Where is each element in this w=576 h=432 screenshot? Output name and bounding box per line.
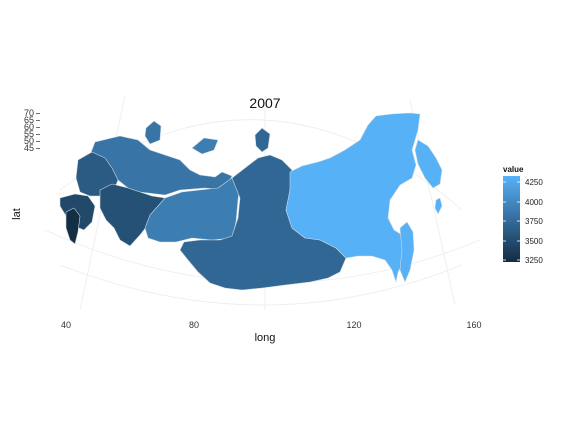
y-tick-label: 50: [24, 136, 34, 146]
x-tick-label: 120: [346, 320, 361, 330]
legend-tick: 3750: [503, 217, 543, 226]
graticule-arc: [59, 264, 463, 306]
region-far-east: [285, 112, 421, 283]
y-tick-label: 70: [24, 108, 34, 118]
x-axis: 40 80 120 160 long: [61, 320, 482, 344]
legend-tick: 4000: [503, 198, 543, 207]
y-axis: 70 65 60 55 50 45 lat: [11, 108, 40, 220]
legend-label: 4000: [525, 198, 543, 207]
legend-colorbar: [503, 176, 520, 262]
legend-tick: 3250: [503, 256, 543, 265]
region-kuril-islands: [434, 197, 443, 215]
y-tick-label: 45: [24, 143, 34, 153]
y-tick-label: 65: [24, 115, 34, 125]
legend-title: value: [503, 165, 524, 174]
region-novaya-zemlya: [191, 137, 219, 155]
x-tick-label: 160: [466, 320, 481, 330]
region-kamchatka: [414, 139, 443, 189]
x-tick-label: 40: [61, 320, 71, 330]
y-tick-label: 55: [24, 129, 34, 139]
region-kola: [144, 120, 162, 145]
legend: value 4250 4000 3750 3500: [503, 165, 543, 265]
y-axis-title: lat: [11, 208, 23, 220]
y-tick: 50: [24, 136, 40, 146]
legend-label: 3750: [525, 217, 543, 226]
graticule-meridian: [409, 99, 456, 306]
y-tick: 55: [24, 129, 40, 139]
regions: [59, 112, 443, 291]
legend-tick: 4250: [503, 178, 543, 187]
legend-label: 3250: [525, 256, 543, 265]
legend-label: 4250: [525, 178, 543, 187]
region-siberia: [179, 154, 347, 291]
y-tick: 45: [24, 143, 40, 153]
legend-tick: 3500: [503, 237, 543, 246]
x-tick-label: 80: [189, 320, 199, 330]
region-taymyr: [254, 127, 271, 153]
region-south: [59, 193, 96, 231]
region-urals: [144, 177, 241, 243]
region-north-caucasus: [65, 207, 81, 245]
y-tick: 65: [24, 115, 40, 125]
y-tick: 70: [24, 108, 40, 118]
y-tick: 60: [24, 122, 40, 132]
legend-label: 3500: [525, 237, 543, 246]
x-axis-title: long: [255, 332, 276, 344]
region-sakhalin: [399, 221, 415, 283]
y-tick-label: 60: [24, 122, 34, 132]
